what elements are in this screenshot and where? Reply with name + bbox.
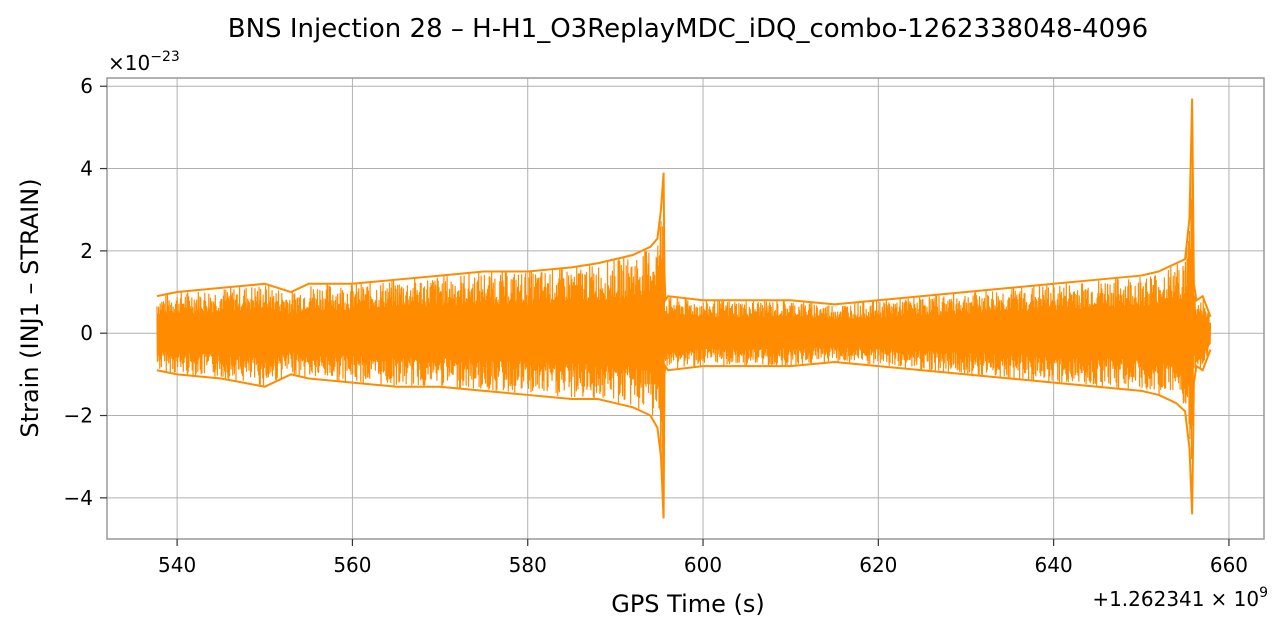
strain-series-line bbox=[156, 173, 1212, 488]
x-offset-label: +1.262341 × 109 bbox=[1092, 585, 1268, 611]
y-tick-label: 2 bbox=[80, 239, 93, 263]
x-axis-ticks: 540 560 580 600 620 640 660 bbox=[158, 539, 1248, 577]
y-tick-label: 4 bbox=[80, 157, 93, 181]
x-axis-label: GPS Time (s) bbox=[611, 590, 765, 618]
plot-frame bbox=[106, 77, 1265, 540]
y-scale-label: ×10−23 bbox=[108, 49, 180, 75]
chart-title: BNS Injection 28 – H-H1_O3ReplayMDC_iDQ_… bbox=[228, 14, 1148, 44]
x-tick-label: 640 bbox=[1035, 553, 1073, 577]
x-tick-label: 600 bbox=[684, 553, 722, 577]
y-axis-label: Strain (INJ1 – STRAIN) bbox=[16, 178, 44, 437]
y-tick-label: −4 bbox=[64, 486, 93, 510]
x-tick-label: 580 bbox=[509, 553, 547, 577]
y-axis-ticks: −4 −2 0 2 4 6 bbox=[64, 74, 107, 510]
strain-lower-envelope bbox=[156, 349, 1212, 519]
strain-upper-envelope bbox=[156, 98, 1212, 318]
series-layer bbox=[156, 98, 1212, 519]
x-tick-label: 660 bbox=[1210, 553, 1248, 577]
x-tick-label: 560 bbox=[333, 553, 371, 577]
x-tick-label: 540 bbox=[158, 553, 196, 577]
x-tick-label: 620 bbox=[859, 553, 897, 577]
y-tick-label: 6 bbox=[80, 74, 93, 98]
y-tick-label: −2 bbox=[64, 404, 93, 428]
y-tick-label: 0 bbox=[80, 321, 93, 345]
